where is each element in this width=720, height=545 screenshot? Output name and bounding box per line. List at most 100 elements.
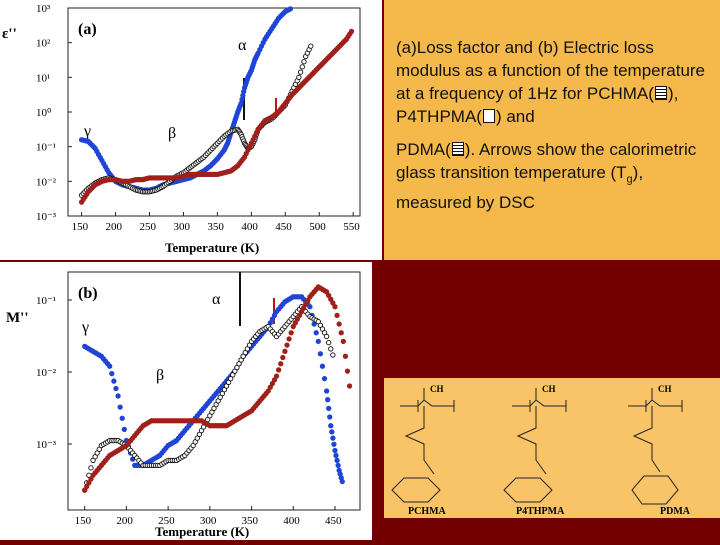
x-tick-label-b-2: 250 <box>158 515 175 527</box>
point-b-p4thpma-29-3 <box>330 352 336 358</box>
x-tick-label-b-4: 350 <box>242 515 259 527</box>
point-a-p4thpma-35-0 <box>296 74 302 80</box>
x-tick-label-b-5: 400 <box>283 515 300 527</box>
point-b-pchma-4-0 <box>115 393 121 399</box>
point-b-pchma-28-3 <box>321 375 328 382</box>
point-b-pchma-3-2 <box>111 378 117 384</box>
pdma-marker-icon <box>451 142 464 156</box>
point-b-pdma-31-0 <box>340 338 346 345</box>
name-pchma: PCHMA <box>408 506 447 517</box>
point-b-pchma-31-2 <box>334 457 340 464</box>
name-pdma: PDMA <box>660 506 691 517</box>
point-b-pchma-31-0 <box>332 447 338 454</box>
caption-paragraph-2: PDMA(). Arrows show the calorimetric gla… <box>396 138 708 214</box>
point-b-pchma-4-3 <box>121 426 127 433</box>
point-b-p4thpma-29-0 <box>323 333 330 340</box>
panel-a-xlabel: Temperature (K) <box>165 240 259 255</box>
y-tick-label-a-5: 10⁻² <box>36 176 57 188</box>
caption-text-1b: ), P4THPMA( <box>396 84 679 126</box>
x-tick-label-b-6: 450 <box>325 515 342 527</box>
point-b-pchma-31-3 <box>335 462 341 469</box>
ch3-label-1: CH <box>430 384 444 394</box>
structure-pchma: CH PCHMA <box>391 384 455 517</box>
ch3-label-2: CH <box>542 384 556 394</box>
point-b-pdma-24-3 <box>288 330 294 336</box>
point-b-pchma-28-2 <box>319 363 326 369</box>
point-b-pchma-27-3 <box>313 330 319 336</box>
beta-label-a: β <box>168 125 176 142</box>
point-b-pchma-29-3 <box>327 414 333 420</box>
point-b-pchma-29-2 <box>326 405 332 412</box>
x-tick-label-a-8: 550 <box>343 221 360 233</box>
point-b-pdma-30-1 <box>334 312 340 319</box>
name-p4thpma: P4THPMA <box>516 506 565 517</box>
panel-b-xlabel: Temperature (K) <box>155 524 249 539</box>
y-tick-label-a-1: 10² <box>36 38 51 50</box>
caption-text-2b: ). Arrows show the calorimetric glass tr… <box>396 140 697 182</box>
point-b-pdma-30-2 <box>336 321 342 327</box>
point-b-pdma-30-0 <box>332 304 338 310</box>
panel-b-label: (b) <box>78 285 98 302</box>
chemical-structures: CH PCHMA CH P4THPMA CH PDMA <box>384 378 720 518</box>
point-b-pchma-32-3 <box>339 478 345 485</box>
structures-drawing: CH PCHMA CH P4THPMA CH PDMA <box>391 384 691 517</box>
structure-pdma: CH PDMA <box>628 384 691 517</box>
y-tick-label-b-0: 10⁻¹ <box>36 295 56 307</box>
point-b-pchma-3-3 <box>113 385 119 392</box>
point-a-p4thpma-36-3 <box>308 43 314 49</box>
point-b-pchma-28-1 <box>317 351 324 357</box>
beta-label-b: β <box>156 367 164 384</box>
alpha-label-b: α <box>212 291 221 308</box>
x-tick-label-b-1: 200 <box>116 515 133 527</box>
y-tick-label-a-3: 10⁰ <box>36 107 52 119</box>
panel-a-label: (a) <box>78 21 97 38</box>
point-b-pchma-30-1 <box>329 429 335 435</box>
caption-text-2: PDMA( <box>396 140 451 159</box>
point-b-pdma-31-1 <box>342 353 349 359</box>
point-b-pdma-31-2 <box>344 368 351 374</box>
point-b-pchma-30-0 <box>328 423 334 429</box>
y-tick-label-b-1: 10⁻² <box>36 367 57 379</box>
point-b-pchma-3-0 <box>107 363 113 369</box>
panel-a-loss-factor: (a) ε'' Temperature (K) α β γ 150 200 250 3… <box>0 0 382 260</box>
x-tick-label-a-5: 400 <box>241 221 258 233</box>
x-tick-label-a-7: 500 <box>309 221 326 233</box>
structure-p4thpma: CH P4THPMA <box>503 384 567 517</box>
point-b-pdma-30-3 <box>338 330 344 336</box>
caption-paragraph-1: (a)Loss factor and (b) Electric loss mod… <box>396 36 708 128</box>
x-tick-label-a-2: 250 <box>139 221 156 233</box>
y-tick-label-a-6: 10⁻³ <box>36 211 57 223</box>
y-tick-label-b-2: 10⁻³ <box>36 439 57 451</box>
point-b-p4thpma-29-2 <box>328 346 334 352</box>
gamma-label-a: γ <box>83 123 91 140</box>
caption-text-2c: ), measured by DSC <box>396 163 644 213</box>
plot-frame-a <box>67 7 361 217</box>
point-a-pchma-35-3 <box>287 6 294 12</box>
x-tick-label-b-0: 150 <box>75 515 92 527</box>
point-b-pchma-29-0 <box>323 388 330 394</box>
point-b-pdma-23-1 <box>276 367 282 373</box>
point-b-pdma-24-0 <box>282 348 288 354</box>
point-b-pchma-30-3 <box>331 441 337 447</box>
alpha-label-a: α <box>238 37 247 54</box>
y-tick-label-a-2: 10¹ <box>36 72 50 84</box>
point-b-pchma-4-2 <box>119 415 125 421</box>
tg-subscript: g <box>626 173 633 186</box>
caption-text-1: (a)Loss factor and (b) Electric loss mod… <box>396 38 706 103</box>
y-tick-label-a-4: 10⁻¹ <box>36 142 56 154</box>
point-b-pdma-24-2 <box>286 336 292 342</box>
point-b-pdma-24-1 <box>284 342 290 348</box>
x-tick-label-b-3: 300 <box>200 515 217 527</box>
point-b-pdma-23-0 <box>273 373 280 379</box>
figure-caption: (a)Loss factor and (b) Electric loss mod… <box>396 36 708 224</box>
pchma-marker-icon <box>654 86 667 100</box>
point-a-pdma-39-3 <box>348 28 355 35</box>
ch3-label-3: CH <box>658 384 672 394</box>
p4thpma-marker-icon <box>482 109 495 123</box>
point-a-p4thpma-35-3 <box>301 59 307 65</box>
point-a-p4thpma-35-2 <box>299 64 305 70</box>
caption-text-1c: ) and <box>495 107 535 126</box>
panel-a-ylabel: ε'' <box>2 26 17 42</box>
point-b-p4thpma-0-3 <box>88 465 94 471</box>
point-b-pchma-3-1 <box>109 370 115 377</box>
